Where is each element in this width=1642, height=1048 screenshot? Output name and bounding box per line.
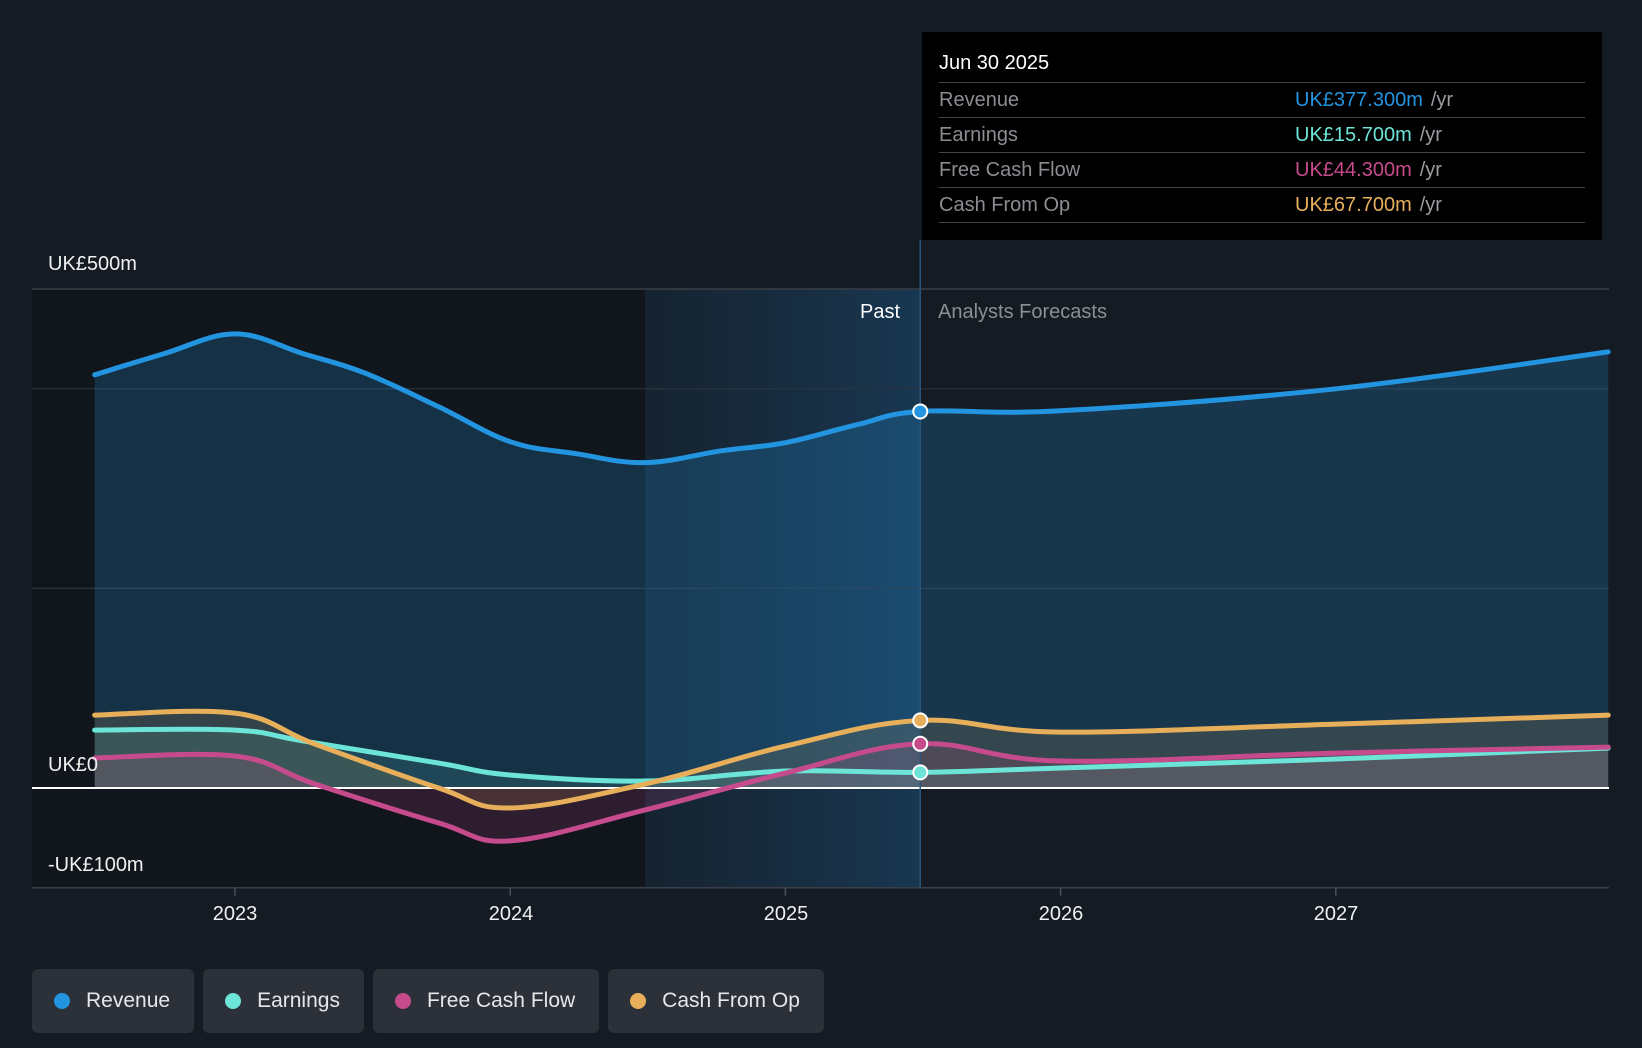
area-revenue bbox=[94, 333, 1609, 788]
hover-markers bbox=[912, 403, 929, 781]
tooltip-value: UK£377.300m bbox=[1295, 89, 1423, 111]
series-lines bbox=[92, 331, 1611, 844]
tooltip-row-earnings: Earnings UK£15.700m /yr bbox=[939, 118, 1585, 153]
tooltip-unit: /yr bbox=[1419, 159, 1442, 181]
past-label: Past bbox=[860, 301, 901, 323]
marker-cash-from-op bbox=[912, 712, 929, 729]
tooltip-label: Free Cash Flow bbox=[939, 159, 1081, 181]
tooltip-unit: /yr bbox=[1419, 194, 1442, 216]
line-earnings bbox=[92, 726, 1611, 784]
tooltip-row-free-cash-flow: Free Cash Flow UK£44.300m /yr bbox=[939, 153, 1585, 188]
legend-dot-icon bbox=[394, 993, 411, 1009]
legend: Revenue Earnings Free Cash Flow Cash Fro… bbox=[32, 969, 824, 1033]
legend-item-free-cash-flow[interactable]: Free Cash Flow bbox=[372, 969, 600, 1033]
x-tick-label-2023: 2023 bbox=[212, 903, 258, 925]
forecast-label: Analysts Forecasts bbox=[938, 301, 1107, 323]
area-earnings bbox=[94, 729, 1609, 788]
x-tick-label-2025: 2025 bbox=[763, 903, 809, 925]
y-tick-label-minus100: -UK£100m bbox=[48, 854, 144, 876]
tooltip-unit: /yr bbox=[1419, 124, 1442, 146]
legend-item-revenue[interactable]: Revenue bbox=[32, 969, 195, 1033]
tooltip-date: Jun 30 2025 bbox=[939, 46, 1585, 83]
x-tick-label-2027: 2027 bbox=[1313, 903, 1359, 925]
tooltip-value: UK£67.700m bbox=[1295, 194, 1412, 216]
marker-earnings bbox=[912, 764, 929, 781]
legend-label: Revenue bbox=[86, 989, 171, 1012]
tooltip-unit: /yr bbox=[1430, 89, 1454, 111]
line-revenue bbox=[92, 331, 1611, 466]
x-axis-ticks bbox=[234, 887, 1337, 896]
line-free-cash-flow bbox=[92, 741, 1611, 844]
tooltip-label: Earnings bbox=[939, 124, 1018, 146]
legend-dot-icon bbox=[630, 993, 647, 1009]
legend-item-cash-from-op[interactable]: Cash From Op bbox=[608, 969, 824, 1033]
series-areas bbox=[94, 333, 1609, 842]
legend-label: Earnings bbox=[257, 989, 340, 1012]
legend-label: Cash From Op bbox=[662, 989, 800, 1012]
tooltip-row-revenue: Revenue UK£377.300m /yr bbox=[939, 83, 1585, 118]
tooltip-value: UK£15.700m bbox=[1295, 124, 1412, 146]
x-tick-label-2026: 2026 bbox=[1038, 903, 1084, 925]
y-tick-label-500: UK£500m bbox=[48, 253, 137, 275]
tooltip-value: UK£44.300m bbox=[1295, 159, 1412, 181]
legend-dot-icon bbox=[54, 993, 70, 1009]
tooltip: Jun 30 2025 Revenue UK£377.300m /yr Earn… bbox=[922, 32, 1602, 240]
marker-revenue bbox=[912, 403, 929, 420]
x-tick-label-2024: 2024 bbox=[488, 903, 534, 925]
legend-item-earnings[interactable]: Earnings bbox=[203, 969, 364, 1033]
area-cash-from-op bbox=[94, 711, 1609, 808]
y-tick-label-0: UK£0 bbox=[48, 754, 99, 776]
tooltip-label: Revenue bbox=[939, 89, 1020, 111]
area-free-cash-flow bbox=[94, 743, 1609, 842]
tooltip-row-cash-from-op: Cash From Op UK£67.700m /yr bbox=[939, 188, 1585, 223]
legend-dot-icon bbox=[225, 993, 242, 1009]
tooltip-label: Cash From Op bbox=[939, 194, 1071, 216]
line-cash-from-op bbox=[92, 708, 1611, 811]
legend-label: Free Cash Flow bbox=[426, 989, 576, 1012]
marker-free-cash-flow bbox=[912, 735, 929, 752]
